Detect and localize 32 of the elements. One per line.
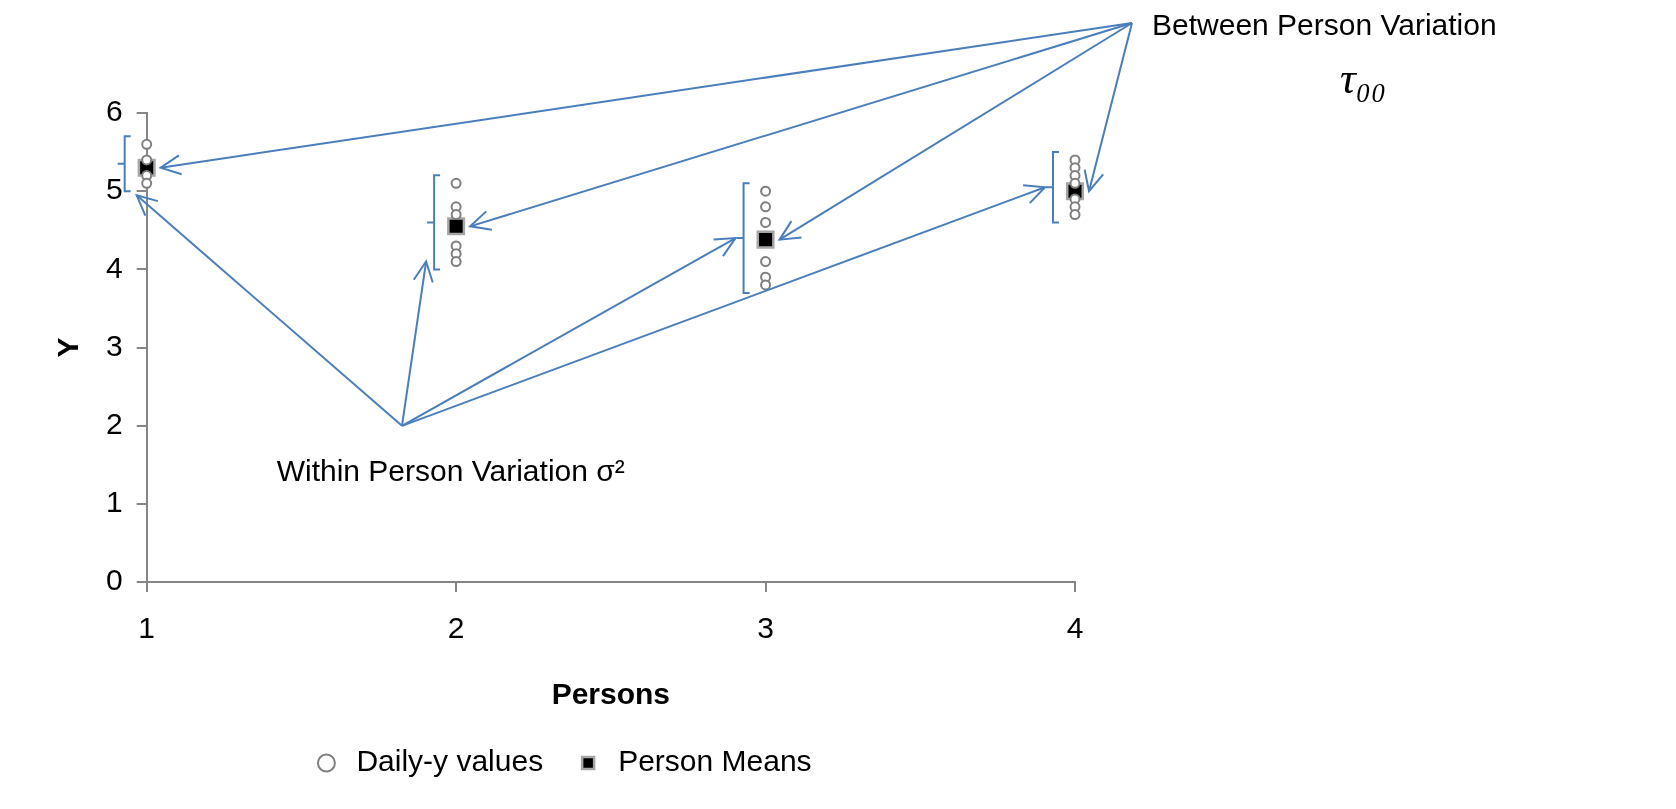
point bbox=[1069, 177, 1081, 189]
point bbox=[760, 185, 772, 197]
y-tick-label: 2 bbox=[106, 406, 123, 440]
point bbox=[141, 177, 153, 189]
text: τ₀₀ bbox=[1340, 53, 1387, 104]
y-tick-label: 5 bbox=[106, 172, 123, 206]
x-tick-label: 3 bbox=[757, 611, 774, 645]
point bbox=[141, 154, 153, 166]
x-tick-label: 1 bbox=[138, 611, 156, 645]
point bbox=[141, 138, 153, 150]
point bbox=[760, 256, 772, 268]
legend-label: Person Means bbox=[618, 744, 812, 778]
x-axis-title: Persons bbox=[551, 677, 671, 711]
y-tick-label: 0 bbox=[106, 563, 123, 597]
point bbox=[760, 279, 772, 291]
y-tick-label: 4 bbox=[106, 250, 123, 284]
y-axis-title: Y bbox=[51, 337, 85, 358]
point bbox=[756, 230, 775, 249]
point bbox=[447, 217, 466, 236]
x-tick-label: 2 bbox=[447, 611, 465, 645]
point bbox=[760, 201, 772, 213]
y-tick-label: 1 bbox=[106, 485, 123, 519]
text: Between Person Variation bbox=[1152, 8, 1497, 42]
legend-label: Daily-y values bbox=[356, 744, 544, 778]
point bbox=[1069, 209, 1081, 221]
annotation: Within Person Variation σ² bbox=[276, 453, 625, 488]
y-tick-label: 6 bbox=[106, 94, 123, 128]
x-tick-label: 4 bbox=[1066, 611, 1084, 645]
y-tick-label: 3 bbox=[106, 328, 123, 362]
point bbox=[760, 216, 772, 228]
point bbox=[450, 256, 462, 268]
point bbox=[450, 177, 462, 189]
